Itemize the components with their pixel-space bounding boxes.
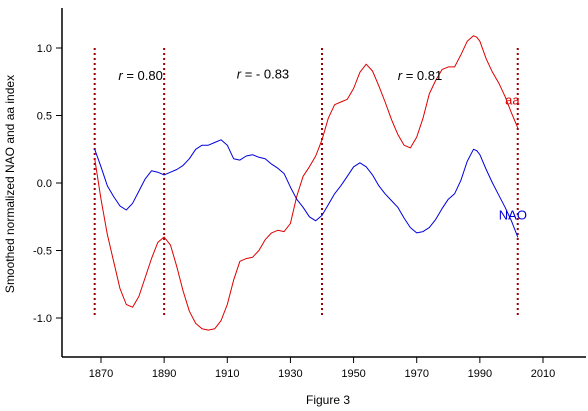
x-ticks: 1870 1890 1910 1930 1950 1970 1990 2010 bbox=[89, 357, 555, 380]
figure-caption: Figure 3 bbox=[306, 393, 350, 407]
x-tick-label: 1910 bbox=[215, 368, 239, 380]
series-label-nao: NAO bbox=[499, 207, 527, 222]
y-tick-label: -0.5 bbox=[33, 246, 52, 258]
y-ticks: -1.0 -0.5 0.0 0.5 1.0 bbox=[33, 43, 62, 325]
series-labels: aa NAO bbox=[499, 93, 527, 223]
y-tick-label: -1.0 bbox=[33, 313, 52, 325]
correlation-annotations: r = 0.80 r = - 0.83 r = 0.81 bbox=[118, 67, 442, 83]
series-line-aa bbox=[94, 35, 519, 331]
y-tick-label: 1.0 bbox=[37, 43, 52, 55]
series-line-nao bbox=[94, 139, 519, 238]
period-dividers bbox=[93, 48, 519, 318]
x-tick-label: 2010 bbox=[531, 368, 555, 380]
correlation-annotation: r = - 0.83 bbox=[237, 67, 289, 82]
x-tick-label: 1890 bbox=[152, 368, 176, 380]
y-axis-title: Smoothed normalized NAO and aa index bbox=[3, 75, 17, 293]
series-group bbox=[94, 35, 519, 331]
y-tick-label: 0.0 bbox=[37, 178, 52, 190]
correlation-annotation: r = 0.80 bbox=[118, 68, 162, 83]
series-label-aa: aa bbox=[505, 93, 520, 108]
correlation-annotation: r = 0.81 bbox=[398, 68, 442, 83]
axes bbox=[61, 8, 586, 358]
x-tick-label: 1990 bbox=[468, 368, 492, 380]
x-tick-label: 1930 bbox=[278, 368, 302, 380]
y-tick-label: 0.5 bbox=[37, 111, 52, 123]
x-tick-label: 1950 bbox=[341, 368, 365, 380]
x-tick-label: 1970 bbox=[404, 368, 428, 380]
x-tick-label: 1870 bbox=[89, 368, 113, 380]
